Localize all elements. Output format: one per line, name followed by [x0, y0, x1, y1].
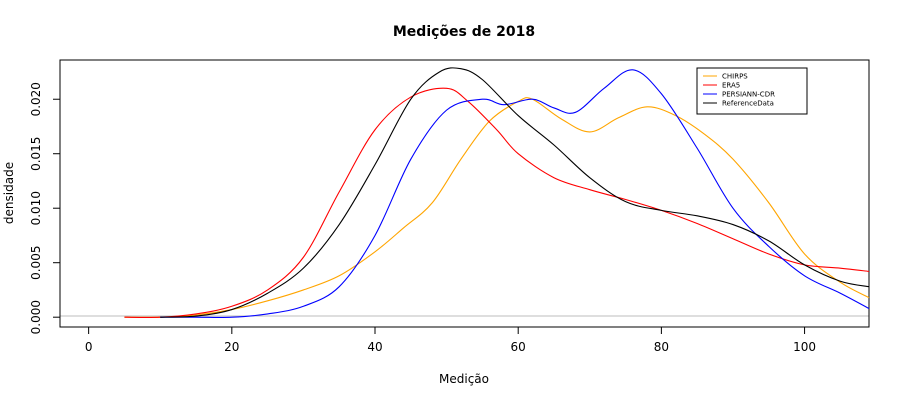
x-axis-label: Medição	[439, 372, 489, 386]
y-tick-label: 0.005	[29, 246, 43, 280]
series-line-era5	[124, 87, 870, 318]
legend-label-referencedata: ReferenceData	[722, 100, 774, 108]
x-tick-label: 40	[367, 340, 382, 354]
x-axis: 0 20 40 60 80 100	[85, 326, 816, 354]
x-tick-label: 20	[224, 340, 239, 354]
y-tick-label: 0.020	[29, 82, 43, 116]
series-line-chirps	[124, 97, 870, 318]
x-tick-label: 60	[511, 340, 526, 354]
y-tick-label: 0.010	[29, 191, 43, 225]
x-tick-label: 0	[85, 340, 93, 354]
legend-label-chirps: CHIRPS	[722, 73, 748, 81]
chart-title: Medições de 2018	[393, 24, 535, 40]
y-axis: 0.000 0.005 0.010 0.015 0.020	[29, 82, 61, 334]
legend-label-era5: ERA5	[722, 82, 740, 90]
x-tick-label: 80	[654, 340, 669, 354]
legend-label-persiann-cdr: PERSIANN-CDR	[722, 91, 775, 99]
series-line-persiann-cdr	[160, 69, 870, 318]
series-line-referencedata	[160, 67, 870, 318]
x-tick-label: 100	[793, 340, 816, 354]
y-tick-label: 0.000	[29, 300, 43, 334]
series-lines	[124, 67, 870, 318]
y-axis-label: densidade	[2, 162, 16, 224]
y-tick-label: 0.015	[29, 137, 43, 171]
